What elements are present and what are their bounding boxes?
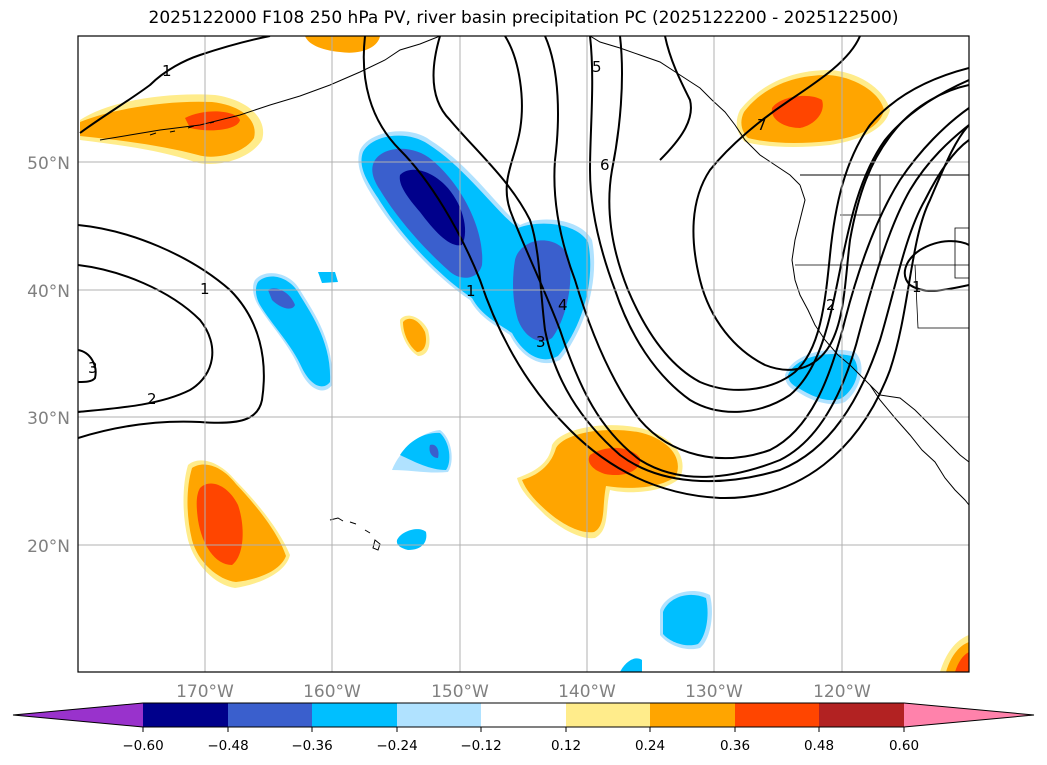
contour-label: 1 <box>200 280 210 298</box>
colorbar: −0.60 −0.48 −0.36 −0.24 −0.12 0.12 0.24 … <box>12 702 1035 754</box>
contour-label: 2 <box>826 296 836 314</box>
contour-label: 1 <box>162 62 172 80</box>
colorbar-tick-label: −0.60 <box>122 738 163 754</box>
longitude-labels: 170°W 160°W 150°W 140°W 130°W 120°W <box>176 682 871 702</box>
colorbar-segment <box>481 703 566 727</box>
contour-label: 2 <box>147 390 157 408</box>
colorbar-tick-label: 0.48 <box>804 738 834 754</box>
colorbar-tick-label: −0.48 <box>207 738 248 754</box>
contour-label: 1 <box>466 282 476 300</box>
lat-label: 30°N <box>27 409 70 429</box>
lat-label: 50°N <box>27 154 70 174</box>
contour-label: 5 <box>592 58 602 76</box>
colorbar-tick-label: 0.12 <box>551 738 581 754</box>
contour-label: 4 <box>558 296 568 314</box>
colorbar-segment <box>650 703 735 727</box>
colorbar-tick-label: −0.36 <box>291 738 332 754</box>
contour-label: 3 <box>88 359 98 377</box>
colorbar-segment <box>397 703 481 727</box>
contour-label: 3 <box>536 333 546 351</box>
colorbar-segment <box>566 703 650 727</box>
colorbar-segment <box>735 703 819 727</box>
colorbar-tick-label: 0.36 <box>720 738 750 754</box>
contour-label: 6 <box>600 156 610 174</box>
lon-label: 120°W <box>813 682 871 702</box>
lon-label: 150°W <box>431 682 489 702</box>
colorbar-segment <box>819 703 904 727</box>
contour-label: 1 <box>912 278 922 296</box>
contour-labels: 1 1 1 1 2 2 3 3 4 5 6 7 <box>88 58 922 408</box>
colorbar-min-extend <box>13 703 143 727</box>
lat-label: 40°N <box>27 282 70 302</box>
colorbar-max-extend <box>904 703 1034 727</box>
lon-label: 140°W <box>558 682 616 702</box>
coastlines <box>99 36 969 551</box>
pv-contours <box>78 36 969 500</box>
map-frame <box>77 35 970 673</box>
map-title: 2025122000 F108 250 hPa PV, river basin … <box>148 8 899 28</box>
colorbar-tick-label: 0.24 <box>635 738 665 754</box>
colorbar-segment <box>143 703 228 727</box>
lon-label: 170°W <box>176 682 234 702</box>
lon-label: 130°W <box>685 682 743 702</box>
colorbar-tick-label: 0.60 <box>889 738 919 754</box>
gridlines <box>78 36 969 672</box>
colorbar-tick-label: −0.24 <box>376 738 417 754</box>
colorbar-tick-label: −0.12 <box>460 738 501 754</box>
lon-label: 160°W <box>303 682 361 702</box>
contour-label: 7 <box>757 116 767 134</box>
latitude-labels: 50°N 40°N 30°N 20°N <box>27 154 70 557</box>
colorbar-segment <box>312 703 397 727</box>
lat-label: 20°N <box>27 537 70 557</box>
colorbar-segment <box>228 703 312 727</box>
